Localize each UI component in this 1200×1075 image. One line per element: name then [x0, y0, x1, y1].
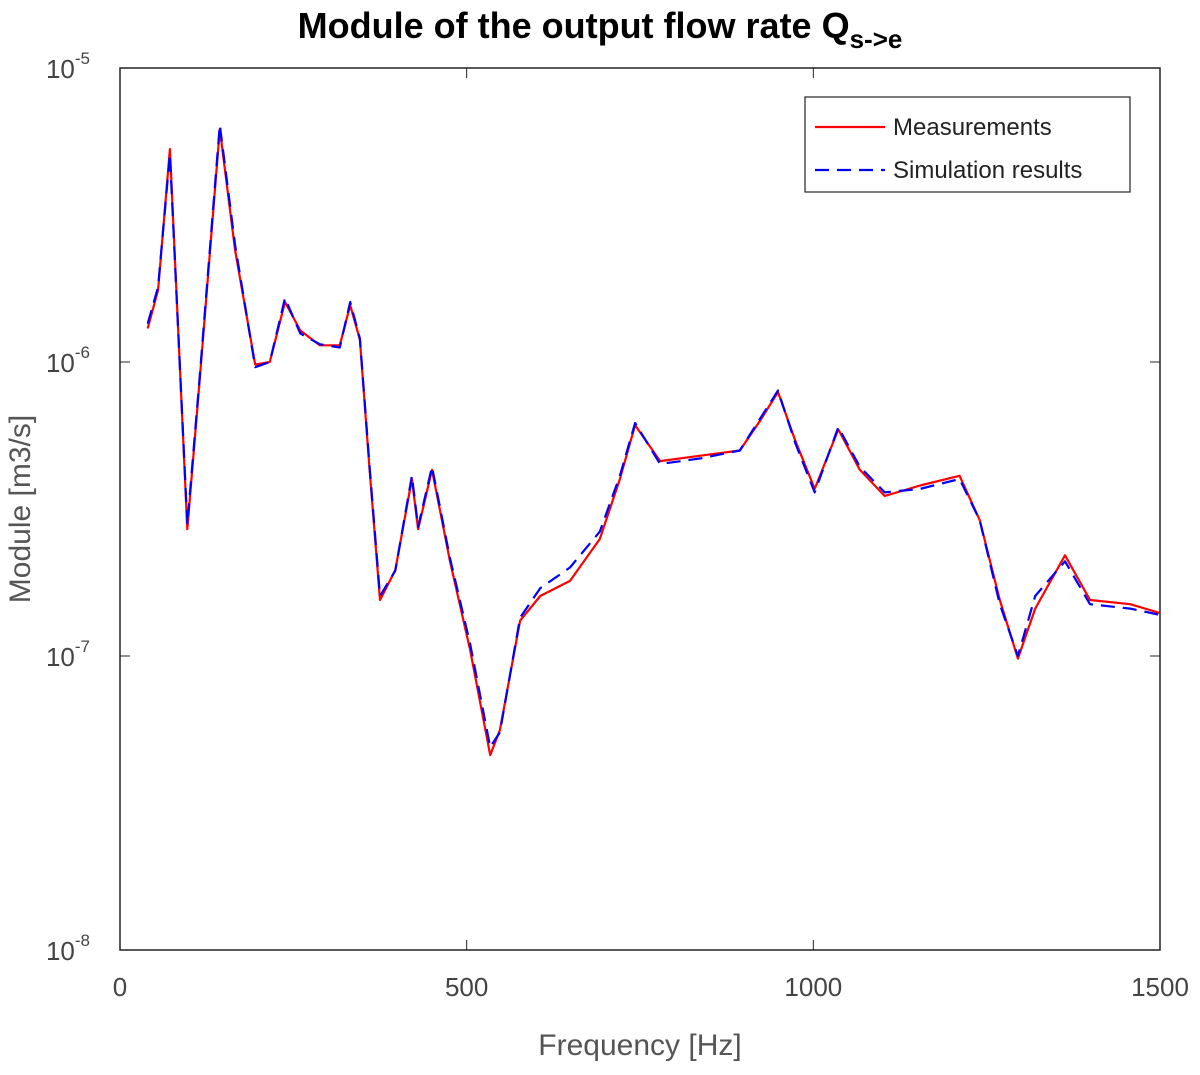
legend-box — [804, 96, 1131, 193]
x-tick-label: 0 — [113, 972, 127, 1002]
title-main: Module of the output flow rate Q — [298, 5, 850, 46]
title-subscript: s->e — [850, 24, 903, 54]
y-tick-exponent: -8 — [75, 931, 90, 950]
y-tick-label: 10-5 — [46, 49, 90, 84]
y-tick-label: 10-8 — [46, 931, 90, 966]
y-tick-label: 10-7 — [46, 637, 90, 672]
x-tick-label: 1000 — [784, 972, 842, 1002]
x-tick-label: 500 — [445, 972, 488, 1002]
chart-title: Module of the output flow rate Qs->e — [298, 5, 903, 54]
series-line — [146, 123, 1161, 749]
y-tick-exponent: -5 — [75, 49, 90, 68]
y-tick-exponent: -7 — [75, 637, 90, 656]
series-line — [146, 127, 1161, 757]
y-tick-base: 10 — [46, 936, 75, 966]
y-tick-base: 10 — [46, 348, 75, 378]
y-tick-base: 10 — [46, 54, 75, 84]
y-tick-exponent: -6 — [75, 343, 90, 362]
legend-label: Simulation results — [893, 157, 1082, 184]
legend-label: Measurements — [893, 114, 1052, 141]
y-tick-label: 10-6 — [46, 343, 90, 378]
x-axis-label: Frequency [Hz] — [538, 1029, 741, 1062]
y-axis-label: Module [m3/s] — [4, 415, 37, 603]
plot-frame — [119, 67, 1161, 951]
x-tick-label: 1500 — [1131, 972, 1189, 1002]
y-tick-base: 10 — [46, 642, 75, 672]
